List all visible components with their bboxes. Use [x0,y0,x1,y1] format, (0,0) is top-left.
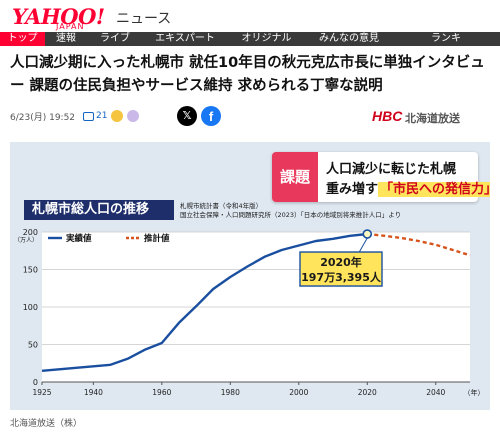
issue-box: 課題 人口減少に転じた札幌 重み増す 「市民への発信力」 [272,152,490,202]
issue-line2-highlight: 「市民への発信力」 [378,182,490,197]
y-axis-unit: （万人） [14,237,38,244]
issue-tag: 課題 [272,152,318,202]
reaction-smile-icon[interactable] [111,110,124,122]
highlight-point [362,229,373,239]
site-header: YAHOO! JAPAN ニュース [0,0,500,32]
category-nav: トップ 速報 ライブ エキスパート オリジナル みんなの意見 ランキ [0,32,500,46]
chart-source-2: 国立社会保障・人口問題研究所（2023）「日本の地域別将来推計人口」より [180,211,402,219]
article-title: 人口減少期に入った札幌市 就任10年目の秋元克広市長に単独インタビュー 課題の住… [10,55,485,94]
yahoo-logo[interactable]: YAHOO! [12,4,105,29]
y-tick-label: 100 [23,303,38,312]
article-meta: 6/23(月) 19:52 21 [10,108,140,124]
series-line-projected [367,232,471,257]
yahoo-japan-label: JAPAN [56,22,85,31]
population-chart: 0 50 100 150 200（万人） 1925 1940 1960 1980 2000 2020… [14,228,485,397]
callout-leader [358,237,368,253]
chart-title: 札幌市総人口の推移 [24,200,174,220]
share-x-icon[interactable]: 𝕏 [177,106,197,126]
x-tick-label: 2000 [289,388,308,397]
issue-line2: 重み増す 「市民への発信力」 [326,178,490,197]
nav-item[interactable]: ライブ [100,33,130,44]
nav-item[interactable]: 速報 [56,33,76,44]
x-tick-label: 2040 [426,388,445,397]
nav-item[interactable]: エキスパート [155,33,215,44]
x-axis-unit: （年） [464,388,485,397]
nav-item[interactable]: みんなの意見 [319,33,379,44]
source-logo[interactable]: HBC [372,108,403,124]
nav-item[interactable]: オリジナル [241,33,292,44]
article-figure[interactable]: 0 50 100 150 200 （万人） 1925 1940 1960 1980 2000 2020… [10,142,490,410]
callout-box [299,251,383,287]
legend-label-projected: 推計値 [144,233,170,244]
callout-year: 2020年 [320,255,362,269]
y-tick-label: 200 [23,228,38,237]
reaction-think-icon[interactable] [127,110,140,122]
source-name[interactable]: 北海道放送 [405,112,460,125]
comments-link[interactable]: 21 [83,111,107,121]
legend-label-actual: 実績値 [66,233,92,244]
x-tick-label: 1940 [84,388,103,397]
y-tick-label: 150 [23,266,38,275]
x-tick-label: 1960 [152,388,171,397]
series-line-actual [41,232,368,372]
y-tick-label: 50 [28,341,38,350]
y-tick-label: 0 [33,378,38,387]
nav-item[interactable]: ランキ [431,33,461,44]
chart-source-1: 札幌市統計書（令和4年版） [180,202,263,210]
x-tick-label: 1980 [221,388,240,397]
figure-caption: 北海道放送（株） [10,419,83,429]
x-tick-label: 2020 [358,388,377,397]
issue-line2-prefix: 重み増す [326,182,379,197]
nav-item[interactable]: トップ [0,32,45,46]
callout-value: 197万3,395人 [301,270,382,284]
comment-icon [83,111,95,121]
share-facebook-icon[interactable]: f [201,106,221,126]
article-date: 6/23(月) 19:52 [10,112,76,123]
comment-count: 21 [96,111,108,121]
x-tick-label: 1925 [32,388,51,397]
issue-line1: 人口減少に転じた札幌 [326,162,457,177]
news-section-link[interactable]: ニュース [116,11,172,27]
